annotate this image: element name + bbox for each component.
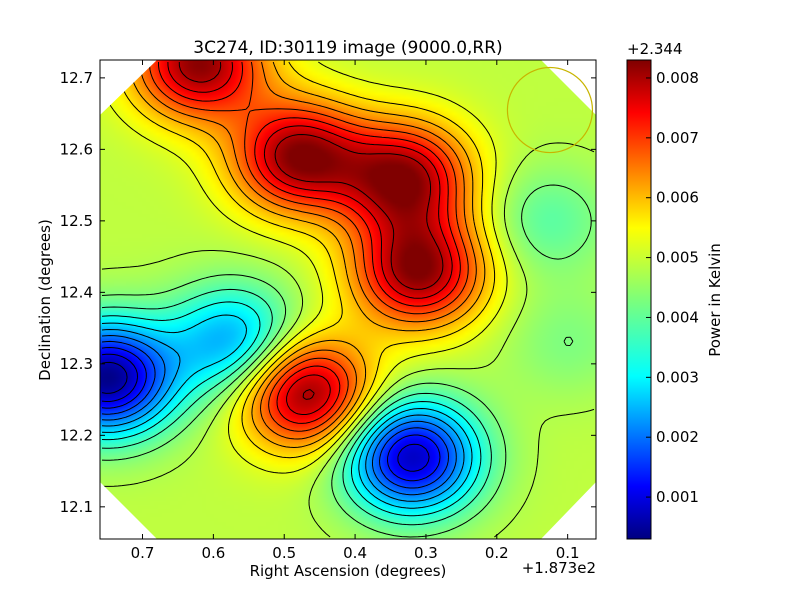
colorbar-tick-label: 0.001	[656, 488, 699, 506]
colorbar-tick-label: 0.004	[656, 308, 699, 326]
y-tick-label: 12.3	[60, 355, 93, 373]
y-tick-label: 12.6	[60, 140, 93, 158]
contour-line	[101, 361, 128, 394]
colorbar-tick-label: 0.008	[656, 69, 699, 87]
plot-frame	[99, 59, 597, 540]
colorbar-tick-label: 0.006	[656, 189, 699, 207]
contour-line	[158, 61, 461, 424]
colorbar-fill	[627, 60, 651, 539]
x-tick-label: 0.3	[414, 544, 438, 562]
x-tick-label: 0.5	[272, 544, 296, 562]
contour-line	[101, 335, 457, 496]
y-tick-label: 12.2	[60, 426, 93, 444]
contour-line	[167, 61, 453, 415]
colorbar-offset-label: +2.344	[627, 40, 683, 58]
y-tick-label: 12.1	[60, 498, 93, 516]
colorbar-label: Power in Kelvin	[706, 243, 724, 357]
annotation-circle	[506, 66, 594, 154]
y-axis: 12.1 12.2 12.3 12.4 12.5 12.6 12.7	[60, 69, 596, 516]
plot-area	[100, 60, 596, 539]
contour-line	[101, 329, 465, 502]
y-tick-label: 12.4	[60, 283, 93, 301]
y-axis-label: Declination (degrees)	[36, 219, 54, 381]
chart-title: 3C274, ID:30119 image (9000.0,RR)	[193, 38, 502, 58]
x-tick-label: 0.1	[556, 544, 580, 562]
contour-line	[101, 184, 592, 538]
colorbar-frame	[626, 59, 652, 540]
contour-line	[101, 142, 595, 538]
x-axis: 0.7 0.6 0.5 0.4 0.3 0.2 0.1	[131, 60, 580, 562]
x-tick-label: 0.6	[201, 544, 225, 562]
x-tick-label: 0.4	[343, 544, 367, 562]
contour-line	[101, 347, 441, 482]
contour-line	[101, 288, 492, 526]
heatmap-image	[100, 60, 596, 539]
contour-line	[101, 301, 482, 517]
x-axis-label: Right Ascension (degrees)	[250, 562, 447, 580]
contour-line	[178, 61, 444, 400]
x-tick-label: 0.7	[131, 544, 155, 562]
x-offset-label: +1.873e2	[522, 559, 596, 577]
colorbar: 0.001 0.002 0.003 0.004 0.005 0.006 0.007 0.008…	[626, 40, 724, 540]
contour-line	[101, 340, 449, 489]
y-tick-label: 12.5	[60, 212, 93, 230]
colorbar-tick-label: 0.005	[656, 249, 699, 267]
colorbar-tick-label: 0.002	[656, 428, 699, 446]
y-tick-label: 12.7	[60, 69, 93, 87]
x-tick-label: 0.2	[485, 544, 509, 562]
contour-lines	[101, 61, 595, 538]
contour-line	[101, 353, 430, 472]
contour-line	[101, 314, 473, 509]
colorbar-tick-label: 0.007	[656, 129, 699, 147]
colorbar-tick-label: 0.003	[656, 368, 699, 386]
